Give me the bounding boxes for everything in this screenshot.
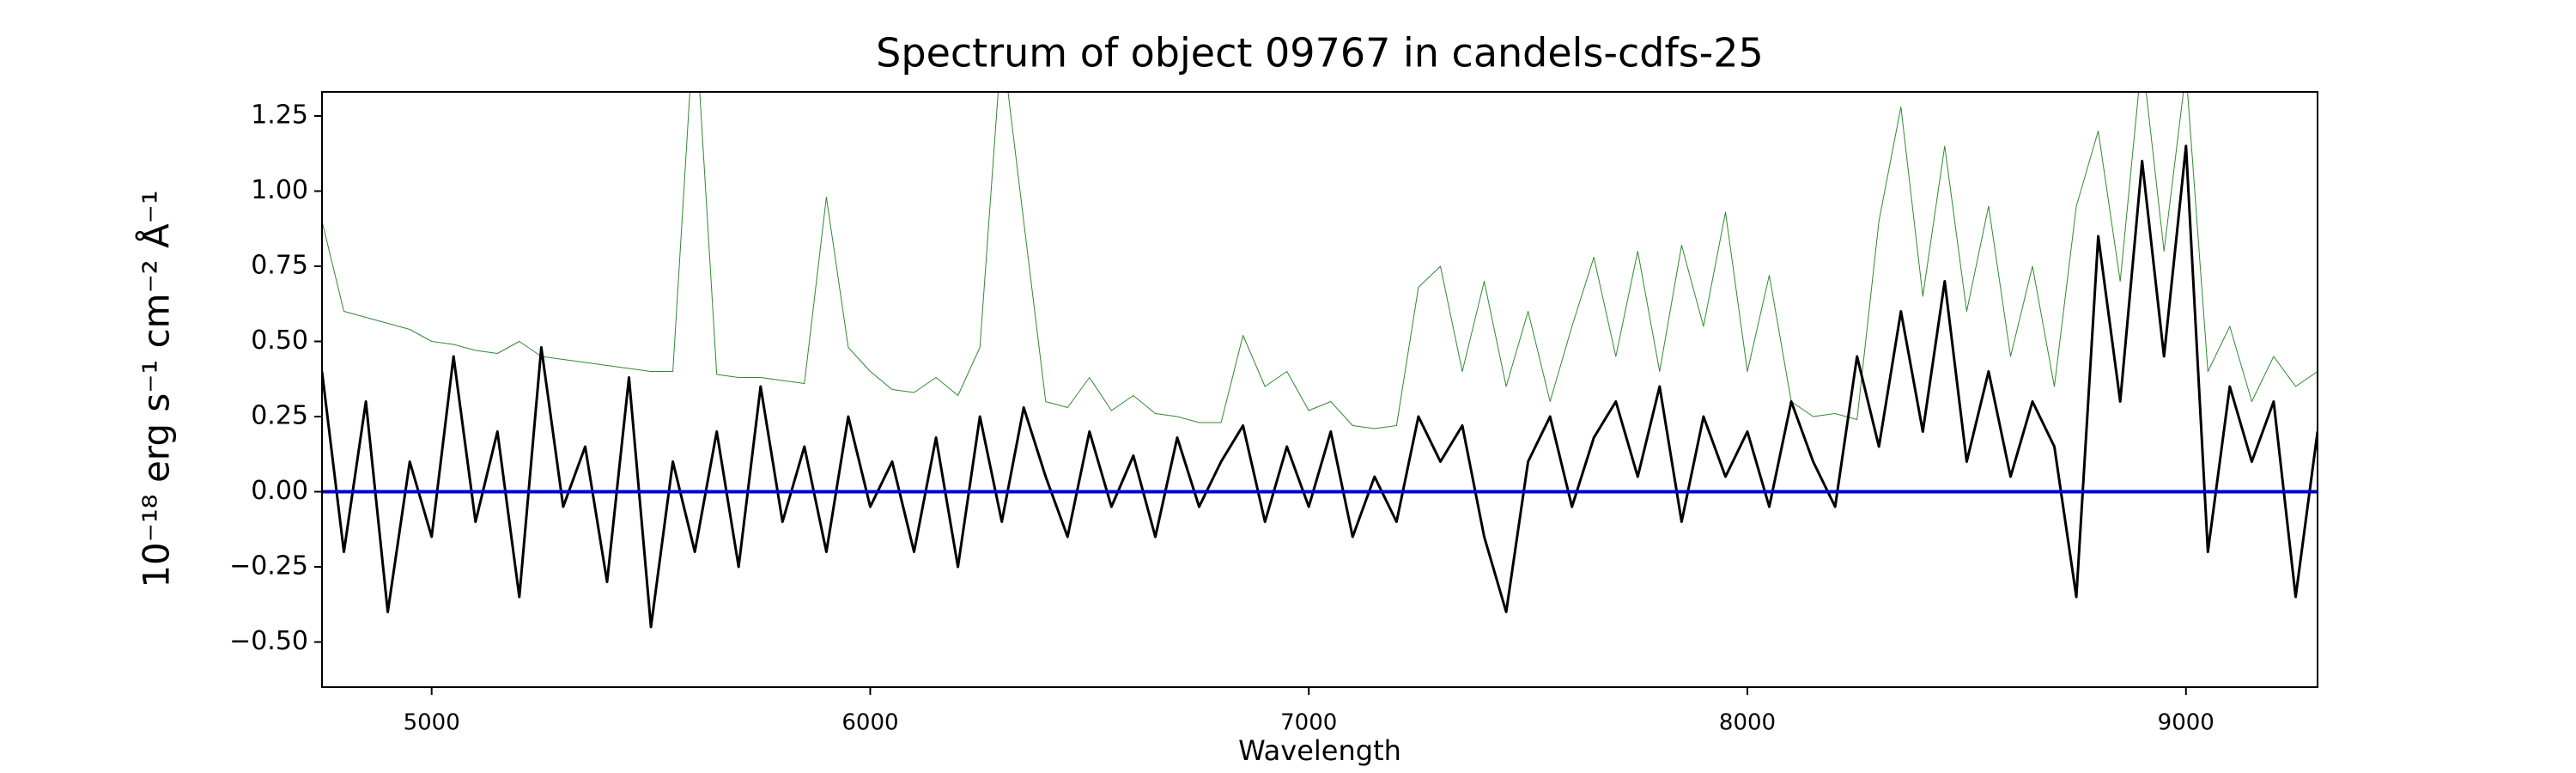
y-tick-label: −0.25 bbox=[229, 551, 308, 581]
x-tick-label: 5000 bbox=[404, 710, 460, 736]
x-axis-label: Wavelength bbox=[1238, 734, 1401, 767]
y-tick-label: 0.25 bbox=[251, 401, 308, 431]
y-tick-label: 0.50 bbox=[251, 326, 308, 356]
x-tick-label: 9000 bbox=[2158, 710, 2215, 736]
spectrum-line bbox=[322, 144, 2318, 629]
spectrum-line bbox=[322, 92, 2318, 429]
y-tick-label: 1.00 bbox=[251, 175, 308, 205]
x-tick-label: 6000 bbox=[841, 710, 898, 736]
plot-area bbox=[322, 92, 2318, 629]
x-tick-label: 8000 bbox=[1719, 710, 1776, 736]
y-tick-label: 1.25 bbox=[251, 100, 308, 131]
y-tick-label: 0.75 bbox=[251, 251, 308, 281]
axes-frame bbox=[321, 91, 2318, 688]
y-tick-label: 0.00 bbox=[251, 476, 308, 506]
y-tick-label: −0.50 bbox=[229, 626, 308, 656]
y-axis-label: 10⁻¹⁸ erg s⁻¹ cm⁻² Å⁻¹ bbox=[135, 190, 178, 587]
chart-title: Spectrum of object 09767 in candels-cdfs… bbox=[876, 30, 1764, 76]
x-tick-label: 7000 bbox=[1280, 710, 1337, 736]
